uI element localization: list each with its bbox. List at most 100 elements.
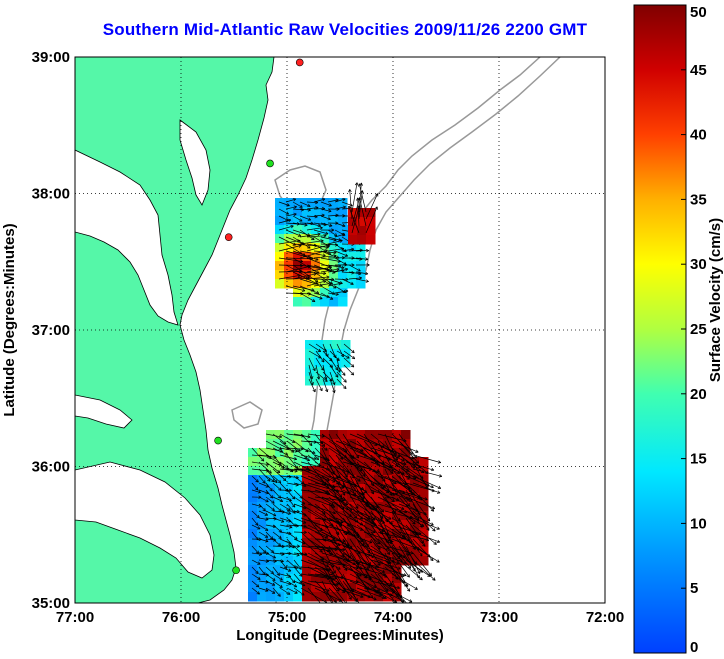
velocity-cell: [302, 448, 312, 458]
vector-head: [302, 583, 306, 586]
vector-head: [335, 368, 339, 371]
velocity-field: [248, 182, 443, 612]
vector-head: [433, 543, 437, 545]
velocity-cell: [383, 430, 393, 440]
vector-head: [378, 462, 381, 466]
velocity-vector: [335, 552, 363, 570]
vector-head: [273, 577, 276, 581]
velocity-vector: [299, 271, 326, 274]
vector-head: [404, 509, 408, 513]
vector-head: [281, 519, 285, 523]
velocity-cell: [302, 475, 312, 485]
velocity-vector: [370, 538, 390, 564]
vector-head: [417, 571, 421, 574]
velocity-vector: [321, 587, 333, 603]
vector-head: [340, 520, 344, 523]
velocity-cell: [410, 466, 420, 476]
vector-head: [308, 292, 312, 295]
velocity-vector: [285, 250, 311, 259]
velocity-cell: [383, 520, 393, 530]
velocity-cell: [365, 439, 375, 449]
velocity-cell: [320, 448, 330, 458]
velocity-cell: [365, 583, 375, 593]
velocity-vector: [279, 580, 292, 585]
vector-head: [341, 486, 345, 488]
vector-head: [304, 224, 308, 227]
velocity-vector: [313, 271, 333, 285]
velocity-vector: [412, 475, 441, 489]
velocity-vector: [293, 573, 303, 584]
vector-head: [368, 507, 372, 510]
vector-head: [300, 469, 304, 472]
vector-head: [382, 444, 385, 448]
vector-head: [292, 198, 296, 200]
velocity-cell: [356, 475, 366, 485]
vector-head: [366, 264, 370, 267]
velocity-vector: [306, 244, 331, 252]
vector-head: [396, 561, 400, 565]
velocity-vector: [279, 475, 292, 478]
velocity-vector: [370, 559, 401, 570]
vector-head: [258, 490, 261, 493]
velocity-vector: [313, 198, 325, 203]
vector-head: [438, 485, 442, 489]
velocity-cell: [275, 502, 285, 512]
velocity-cell: [329, 493, 339, 503]
velocity-cell: [320, 207, 330, 217]
vector-head: [437, 526, 440, 530]
vector-head: [351, 476, 355, 479]
vector-head: [403, 461, 407, 465]
velocity-cell: [311, 225, 321, 235]
velocity-vector: [384, 538, 403, 563]
velocity-vector: [272, 531, 282, 539]
velocity-vector: [272, 503, 282, 512]
velocity-vector: [265, 552, 276, 559]
vector-head: [258, 514, 260, 518]
velocity-vector: [377, 440, 393, 469]
velocity-cell: [323, 340, 333, 350]
velocity-cell: [284, 448, 294, 458]
velocity-vector: [272, 545, 285, 547]
velocity-vector: [335, 531, 351, 559]
velocity-cell: [293, 297, 303, 307]
velocity-vector: [328, 538, 349, 562]
velocity-vector: [279, 524, 293, 528]
vector-head: [296, 545, 300, 548]
velocity-vector: [286, 503, 296, 514]
velocity-cell: [311, 439, 321, 449]
velocity-cell: [341, 340, 351, 350]
velocity-vector: [342, 538, 360, 566]
velocity-cell: [311, 466, 321, 476]
vector-head: [336, 611, 339, 612]
velocity-vector: [279, 510, 291, 515]
vector-head: [365, 489, 368, 493]
velocity-cell: [356, 243, 366, 253]
velocity-cell: [392, 493, 402, 503]
velocity-cell: [383, 466, 393, 476]
velocity-vector: [321, 580, 334, 603]
velocity-vector: [363, 566, 380, 592]
velocity-cell: [284, 457, 294, 467]
velocity-vector: [306, 215, 318, 218]
velocity-vector: [356, 566, 386, 576]
vector-head: [279, 543, 282, 547]
vector-head: [315, 202, 319, 205]
vector-head: [272, 507, 275, 511]
velocity-vector: [405, 503, 423, 528]
velocity-vector: [292, 271, 318, 285]
vector-head: [258, 576, 261, 580]
vector-head: [358, 604, 361, 605]
velocity-vector: [363, 468, 385, 490]
vector-head: [278, 469, 281, 473]
velocity-cell: [284, 252, 294, 262]
vector-head: [307, 265, 311, 267]
vector-head: [265, 464, 269, 467]
vector-head: [273, 561, 277, 563]
velocity-cell: [293, 475, 303, 485]
velocity-vector: [258, 503, 266, 512]
velocity-cell: [338, 592, 348, 602]
vector-head: [304, 554, 308, 556]
velocity-cell: [401, 484, 411, 494]
vector-head: [288, 591, 291, 595]
vector-head: [255, 572, 259, 575]
